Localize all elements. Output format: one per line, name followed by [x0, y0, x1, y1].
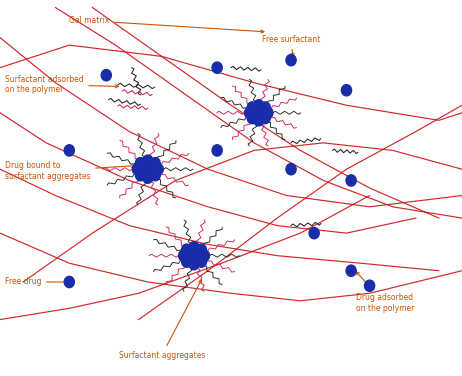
Ellipse shape [135, 158, 146, 169]
Ellipse shape [189, 250, 199, 261]
Ellipse shape [346, 265, 356, 276]
Ellipse shape [260, 112, 270, 124]
Ellipse shape [101, 70, 111, 81]
Ellipse shape [247, 102, 257, 113]
Ellipse shape [189, 242, 199, 253]
Ellipse shape [254, 107, 264, 118]
Ellipse shape [263, 107, 273, 118]
Ellipse shape [153, 164, 164, 175]
Ellipse shape [286, 164, 296, 175]
Ellipse shape [212, 62, 222, 73]
Ellipse shape [341, 85, 352, 96]
Ellipse shape [182, 256, 192, 267]
Ellipse shape [346, 175, 356, 186]
Ellipse shape [189, 259, 199, 270]
Ellipse shape [132, 164, 142, 175]
Ellipse shape [150, 158, 160, 169]
Ellipse shape [178, 250, 188, 261]
Text: Drug adsorbed
on the polymer: Drug adsorbed on the polymer [356, 272, 414, 313]
Text: Surfactant aggregates: Surfactant aggregates [119, 280, 205, 360]
Ellipse shape [200, 250, 210, 261]
Ellipse shape [196, 256, 207, 267]
Ellipse shape [143, 164, 153, 175]
Ellipse shape [150, 170, 160, 181]
Ellipse shape [244, 107, 255, 118]
Ellipse shape [247, 112, 257, 124]
Text: Free surfactant: Free surfactant [262, 35, 320, 56]
Text: Free drug: Free drug [5, 277, 67, 287]
Ellipse shape [182, 244, 192, 255]
Text: Surfactant adsorbed
on the polymer: Surfactant adsorbed on the polymer [5, 75, 118, 94]
Ellipse shape [196, 244, 207, 255]
Ellipse shape [260, 102, 270, 113]
Text: Drug bound to
surfactant aggregates: Drug bound to surfactant aggregates [5, 161, 134, 181]
Ellipse shape [64, 276, 74, 288]
Text: Gel matrix: Gel matrix [69, 16, 264, 33]
Ellipse shape [365, 280, 375, 291]
Ellipse shape [212, 145, 222, 156]
Ellipse shape [254, 100, 264, 111]
Ellipse shape [143, 172, 153, 183]
Ellipse shape [286, 55, 296, 66]
Ellipse shape [64, 145, 74, 156]
Ellipse shape [143, 155, 153, 166]
Ellipse shape [254, 115, 264, 126]
Ellipse shape [135, 170, 146, 181]
Ellipse shape [309, 227, 319, 239]
